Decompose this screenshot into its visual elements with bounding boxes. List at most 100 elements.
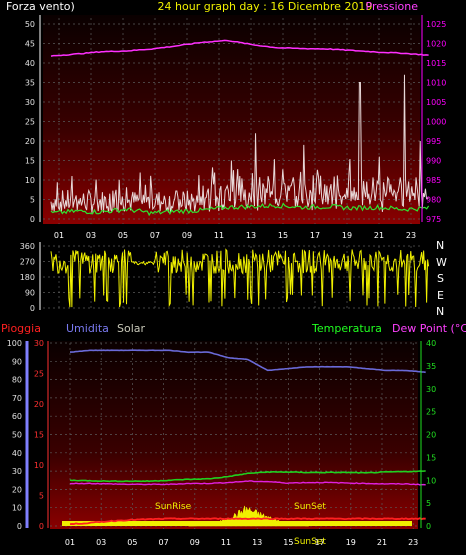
rain-tick-label: 15: [34, 431, 44, 440]
wind-tick-label: 50: [25, 20, 35, 29]
pressure-tick-label: 980: [426, 196, 441, 205]
pressure-tick-label: 1010: [426, 79, 446, 88]
pressure-tick-label: 1025: [426, 20, 446, 29]
pressure-tick-label: 1020: [426, 40, 446, 49]
bottom-time-tick-label: 21: [377, 538, 387, 547]
temperature-tick-label: 25: [426, 408, 436, 417]
solar-legend-label: Solar: [117, 322, 146, 335]
pressure-tick-label: 975: [426, 215, 441, 224]
wind-direction-series: [50, 248, 430, 308]
temperature-plot-area: [50, 341, 418, 529]
pressure-tick-label: 1000: [426, 118, 446, 127]
humidity-tick-label: 60: [12, 412, 22, 421]
temperature-tick-label: 5: [426, 499, 431, 508]
wind-tick-label: 10: [25, 176, 35, 185]
humidity-tick-label: 50: [12, 431, 22, 440]
humidity-tick-label: 30: [12, 467, 22, 476]
rain-tick-label: 20: [34, 400, 44, 409]
temperature-tick-label: 40: [426, 339, 436, 348]
wind-tick-label: 5: [30, 196, 35, 205]
bottom-time-tick-label: 03: [96, 538, 106, 547]
pressure-tick-label: 995: [426, 137, 441, 146]
temperature-tick-label: 10: [426, 476, 436, 485]
time-tick-label: 15: [278, 231, 288, 240]
temperature-tick-label: 0: [426, 522, 431, 531]
pressure-tick-label: 990: [426, 157, 441, 166]
pressure-axis-label: Pressione: [366, 0, 419, 13]
wind-tick-label: 30: [25, 98, 35, 107]
humidity-tick-label: 70: [12, 394, 22, 403]
direction-tick-label: 90: [25, 289, 35, 298]
humidity-tick-label: 0: [17, 522, 22, 531]
average-wind-series: [50, 202, 430, 217]
time-tick-label: 05: [118, 231, 128, 240]
direction-tick-label: 180: [20, 273, 35, 282]
bottom-time-tick-label: 09: [190, 538, 200, 547]
wind-tick-label: 45: [25, 40, 35, 49]
bottom-time-tick-label: 05: [127, 538, 137, 547]
wind-tick-label: 0: [30, 215, 35, 224]
compass-n-bottom: N: [436, 305, 444, 318]
dewpoint-series: [69, 480, 426, 486]
temperature-tick-label: 30: [426, 385, 436, 394]
humidity-series: [69, 349, 426, 374]
chart-title: 24 hour graph day : 16 Dicembre 2019: [158, 0, 373, 13]
rain-tick-label: 30: [34, 339, 44, 348]
pressure-series: [50, 39, 429, 57]
pressure-tick-label: 985: [426, 176, 441, 185]
rain-tick-label: 0: [39, 522, 44, 531]
bottom-time-tick-label: 13: [252, 538, 262, 547]
time-tick-label: 09: [182, 231, 192, 240]
humidity-tick-label: 80: [12, 376, 22, 385]
humidity-axis-label: Umidita: [66, 322, 109, 335]
wind-tick-label: 15: [25, 157, 35, 166]
bottom-time-tick-label: 17: [315, 538, 325, 547]
humidity-tick-label: 90: [12, 357, 22, 366]
time-tick-label: 13: [246, 231, 256, 240]
direction-tick-label: 360: [20, 242, 35, 251]
time-tick-label: 17: [310, 231, 320, 240]
time-tick-label: 19: [342, 231, 352, 240]
pressure-tick-label: 1005: [426, 98, 446, 107]
humidity-tick-label: 100: [7, 339, 22, 348]
dewpoint-axis-label: Dew Point (°C): [392, 322, 466, 335]
temperature-tick-label: 15: [426, 453, 436, 462]
bottom-time-tick-label: 19: [346, 538, 356, 547]
rain-series: [69, 517, 426, 526]
rain-tick-label: 5: [39, 492, 44, 501]
bottom-time-tick-label: 01: [65, 538, 75, 547]
time-tick-label: 21: [374, 231, 384, 240]
pressure-tick-label: 1015: [426, 59, 446, 68]
sunrise-annotation: SunRise: [155, 502, 192, 512]
rain-tick-label: 25: [34, 370, 44, 379]
sunset-axis-annotation: SunSet: [294, 537, 326, 547]
temperature-tick-label: 20: [426, 431, 436, 440]
wind-tick-label: 35: [25, 79, 35, 88]
direction-tick-label: 270: [20, 258, 35, 267]
temperature-tick-label: 35: [426, 362, 436, 371]
time-tick-label: 01: [54, 231, 64, 240]
compass-n-top: N: [436, 239, 444, 252]
compass-e: E: [437, 289, 444, 302]
solar-baseline: [62, 521, 412, 526]
wind-tick-label: 25: [25, 118, 35, 127]
compass-s: S: [437, 272, 444, 285]
bottom-time-tick-label: 11: [221, 538, 231, 547]
rain-axis-label: Pioggia: [1, 322, 41, 335]
wind-tick-label: 20: [25, 137, 35, 146]
bottom-time-tick-label: 15: [283, 538, 293, 547]
bottom-time-tick-label: 07: [159, 538, 169, 547]
temperature-axis-label: Temperatura: [311, 322, 382, 335]
time-tick-label: 07: [150, 231, 160, 240]
wind-tick-label: 40: [25, 59, 35, 68]
rain-tick-label: 10: [34, 461, 44, 470]
time-tick-label: 23: [406, 231, 416, 240]
humidity-tick-label: 40: [12, 449, 22, 458]
wind-gust-series: [50, 74, 429, 213]
humidity-tick-label: 20: [12, 485, 22, 494]
direction-tick-label: 0: [30, 304, 35, 313]
top-left-label: Forza vento): [6, 0, 75, 13]
time-tick-label: 03: [86, 231, 96, 240]
compass-w: W: [436, 256, 447, 269]
